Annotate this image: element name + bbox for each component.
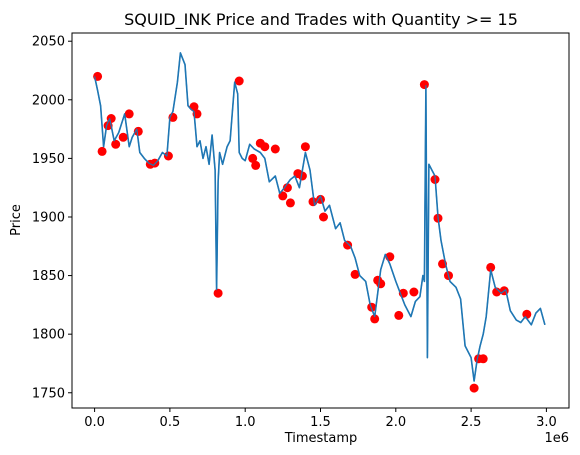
- y-tick-label: 1950: [32, 152, 65, 167]
- y-axis-label: Price: [9, 204, 24, 236]
- trade-point: [93, 71, 103, 81]
- trade-point: [370, 314, 380, 324]
- trade-point: [118, 132, 128, 142]
- trade-point: [285, 198, 295, 208]
- trade-point: [251, 160, 261, 170]
- trade-point: [409, 287, 419, 297]
- trade-point: [270, 144, 280, 154]
- trade-point: [522, 309, 532, 319]
- x-tick-label: 3.0: [536, 415, 557, 430]
- y-tick-label: 2050: [32, 35, 65, 50]
- x-tick-label: 1.0: [235, 415, 256, 430]
- trade-point: [124, 109, 134, 119]
- trade-point: [376, 279, 386, 289]
- trade-points-layer: [93, 52, 546, 393]
- x-tick-label: 2.0: [385, 415, 406, 430]
- trade-point: [394, 310, 404, 320]
- y-tick-label: 1750: [32, 386, 65, 401]
- trade-point: [260, 142, 270, 152]
- trade-point: [278, 191, 288, 201]
- trade-point: [478, 354, 488, 364]
- trade-point: [282, 183, 292, 193]
- y-axis: 1750 1800 1850 1900 1950 2000 2050: [32, 35, 72, 401]
- x-tick-label: 0.0: [84, 415, 105, 430]
- y-tick-label: 1850: [32, 269, 65, 284]
- trade-point: [234, 76, 244, 86]
- y-tick-label: 1800: [32, 328, 65, 343]
- trade-point: [319, 212, 328, 222]
- x-axis: 0.0 0.5 1.0 1.5 2.0 2.5 3.0: [84, 408, 557, 430]
- chart-title: SQUID_INK Price and Trades with Quantity…: [124, 10, 518, 30]
- x-axis-label: Timestamp: [284, 431, 358, 446]
- price-line-overlay: [94, 52, 546, 382]
- y-tick-label: 2000: [32, 93, 65, 108]
- x-tick-label: 2.5: [461, 415, 482, 430]
- x-axis-offset-label: 1e6: [544, 431, 569, 446]
- x-tick-label: 0.5: [160, 415, 181, 430]
- trade-point: [419, 80, 429, 90]
- trade-point: [111, 139, 121, 149]
- x-tick-label: 1.5: [310, 415, 331, 430]
- trade-point: [492, 287, 502, 297]
- trade-point: [248, 153, 258, 163]
- trade-point: [350, 269, 360, 279]
- trade-point: [163, 151, 173, 161]
- trade-point: [133, 126, 143, 136]
- trade-point: [297, 171, 307, 181]
- trade-point: [469, 383, 479, 393]
- trade-point: [97, 146, 107, 156]
- trade-point: [486, 262, 496, 272]
- trade-point: [300, 142, 310, 152]
- trade-point: [343, 240, 353, 250]
- y-tick-label: 1900: [32, 210, 65, 225]
- trade-point: [213, 288, 223, 298]
